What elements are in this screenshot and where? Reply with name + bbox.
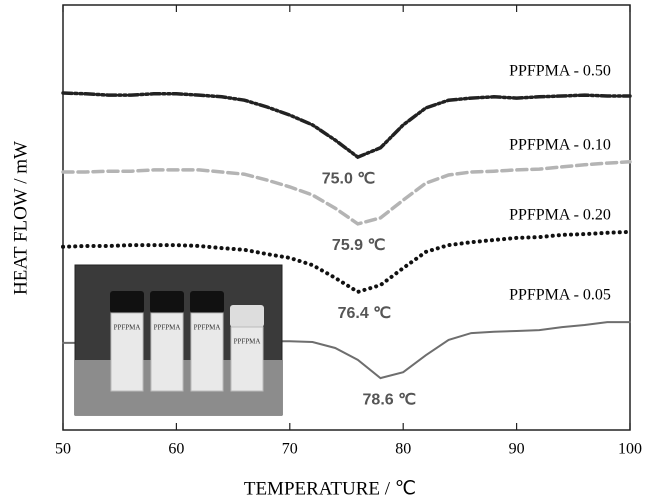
- x-axis-title: TEMPERATURE / ℃: [244, 478, 416, 499]
- peak-annotation: 75.0 ℃: [322, 170, 376, 187]
- chart: TEMPERATURE / ℃ HEAT FLOW / mW 50 60 70 80 9…: [0, 0, 659, 503]
- series-label: PPFPMA - 0.10: [509, 137, 611, 154]
- x-tick-label: 70: [282, 441, 298, 458]
- series-label: PPFPMA - 0.20: [509, 207, 611, 224]
- y-axis-title: HEAT FLOW / mW: [10, 141, 31, 295]
- vial-label: PPFPMA: [194, 324, 221, 332]
- peak-annotation: 75.9 ℃: [332, 237, 386, 254]
- inset-photo: PPFPMA PPFPMA PPFPMA PPFPMA: [75, 265, 282, 415]
- vial-cap: [150, 291, 184, 313]
- peak-annotation: 76.4 ℃: [338, 305, 392, 322]
- x-tick-label: 100: [618, 441, 642, 458]
- x-tick-label: 90: [509, 441, 525, 458]
- series-label: PPFPMA - 0.50: [509, 63, 611, 80]
- vial-label: PPFPMA: [154, 324, 181, 332]
- series-label: PPFPMA - 0.05: [509, 287, 611, 304]
- peak-annotation: 78.6 ℃: [363, 391, 417, 408]
- x-tick-label: 50: [55, 441, 71, 458]
- vial-body: [231, 327, 263, 391]
- vial-label: PPFPMA: [234, 338, 261, 346]
- vial-cap: [110, 291, 144, 313]
- vial-label: PPFPMA: [114, 324, 141, 332]
- vial-cap: [190, 291, 224, 313]
- vial-cap: [230, 305, 264, 327]
- x-tick-label: 80: [395, 441, 411, 458]
- x-tick-label: 60: [168, 441, 184, 458]
